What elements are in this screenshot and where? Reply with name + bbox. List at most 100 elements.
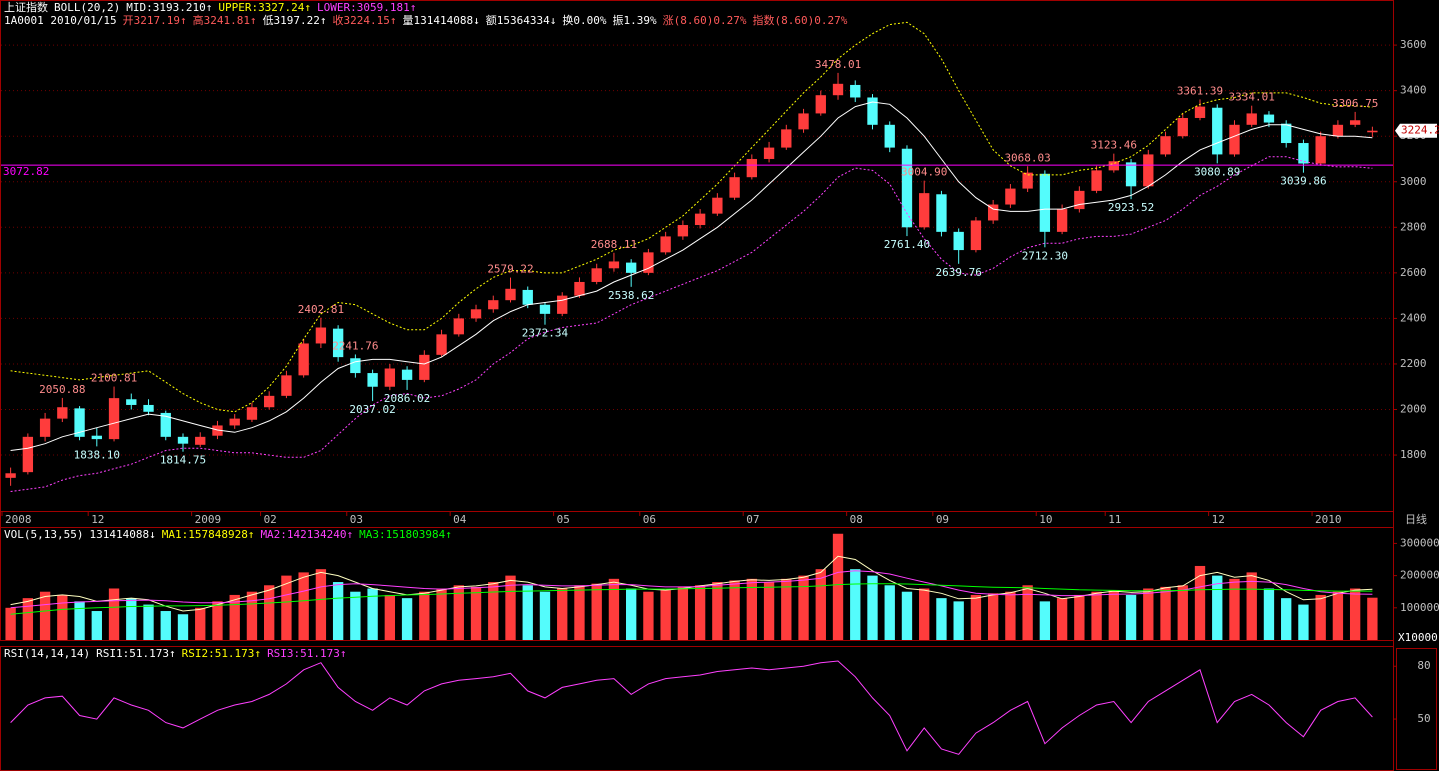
volume-bar [1246,572,1257,640]
extreme-label: 1814.75 [160,454,206,467]
date-label: 2010 [1315,513,1342,526]
period-label: 日线 [1405,512,1427,526]
header-segment: 上证指数 [4,0,48,14]
header-segment: MA2:142134240↑ [260,528,353,541]
volume-bar [522,585,533,640]
volume-bar [281,575,292,640]
candle-body [1039,173,1051,232]
candle-body [1056,209,1068,232]
volume-bar [608,578,620,640]
volume-bar [367,588,378,640]
candle-body [315,327,327,344]
y-tick-label: 80 [1417,659,1430,672]
header-segment: MA3:151803984↑ [359,528,452,541]
date-label: 2008 [5,513,32,526]
volume-bar [781,578,792,640]
candle-body [694,213,706,226]
volume-bar [505,575,516,640]
volume-bar [1005,591,1016,640]
volume-bar [1229,578,1240,640]
volume-bar [643,591,654,640]
candle-body [281,375,292,396]
candle-body [1125,162,1137,187]
volume-bar [1298,604,1309,640]
date-label: 04 [453,513,467,526]
volume-bar [850,569,861,640]
volume-bar [212,601,223,640]
candle-body [91,435,102,440]
candle-body [436,334,447,355]
main-panel-border [0,0,1394,512]
candle-body [901,148,913,228]
date-label: 2009 [195,513,222,526]
volume-bar [712,582,723,640]
header-segment: 额15364334↓ [486,14,557,27]
volume-bar [1332,591,1344,640]
volume-bar [798,575,809,640]
volume-bar [470,586,482,640]
candle-body [1229,124,1240,155]
volume-bar [574,585,585,640]
volume-bar [919,588,930,640]
candle-body [160,412,171,437]
volume-bar [350,591,361,640]
candle-body [1005,188,1016,205]
panel-header: RSI(14,14,14) RSI1:51.173↑ RSI2:51.173↑ RSI… [4,647,347,660]
date-label: 09 [936,513,949,526]
candle-body [539,304,551,314]
rsi-panel-border [0,646,1394,771]
volume-bar [195,607,206,640]
unit-label: X10000 [1398,631,1438,644]
volume-bar [591,583,602,640]
volume-bar [936,598,947,640]
volume-bar [953,601,964,640]
y-tick-label: 2200 [1400,357,1427,370]
candle-body [1091,170,1102,191]
date-label: 12 [1212,513,1225,526]
candle-body [298,343,309,376]
candle-body [557,295,568,314]
y-tick-label: 3000 [1400,175,1427,188]
candle-body [229,418,240,426]
volume-bar [1074,594,1085,640]
volume-bar [39,591,51,640]
header-segment: 开3217.19↑ [123,14,187,27]
candle-body [177,436,189,444]
candle-body [746,158,758,178]
date-label: 10 [1039,513,1052,526]
header-segment: RSI2:51.173↑ [182,647,261,660]
volume-bar [832,533,844,640]
candle-body [126,399,137,405]
header-segment: 高3241.81↑ [193,13,257,27]
header-segment: 收3224.15↑ [333,13,397,27]
extreme-label: 2241.76 [332,339,378,352]
reference-label: 3072.82 [3,165,49,178]
panel-header: 上证指数 BOLL(20,2) MID:3193.210↑ UPPER:3327.24… [4,0,416,14]
panel-header: VOL(5,13,55) 131414088↓ MA1:157848928↑ MA2:… [4,528,452,541]
extreme-label: 2402.81 [298,303,344,316]
candle-body [264,395,275,408]
header-segment: MID:3193.210↑ [126,1,212,14]
volume-bar [1263,588,1275,640]
candle-body [660,236,671,253]
volume-bar [867,575,878,640]
candle-body [453,318,464,335]
indicator-line [10,21,1373,413]
y-tick-label: 50 [1417,712,1430,725]
candle-body [332,328,344,358]
volume-bar [74,601,85,640]
candle-body [574,281,585,296]
candle-body [729,177,740,198]
header-segment: 换0.00% [562,13,606,27]
volume-bar [488,582,499,640]
volume-bar [1125,594,1137,640]
volume-bar [143,604,154,640]
y-tick-label: 2400 [1400,311,1427,324]
candle-body [1143,154,1154,187]
candle-body [470,309,482,319]
indicator-line [10,583,1373,615]
candle-body [1315,136,1326,164]
volume-bar [229,594,240,640]
volume-bar [1143,588,1154,640]
